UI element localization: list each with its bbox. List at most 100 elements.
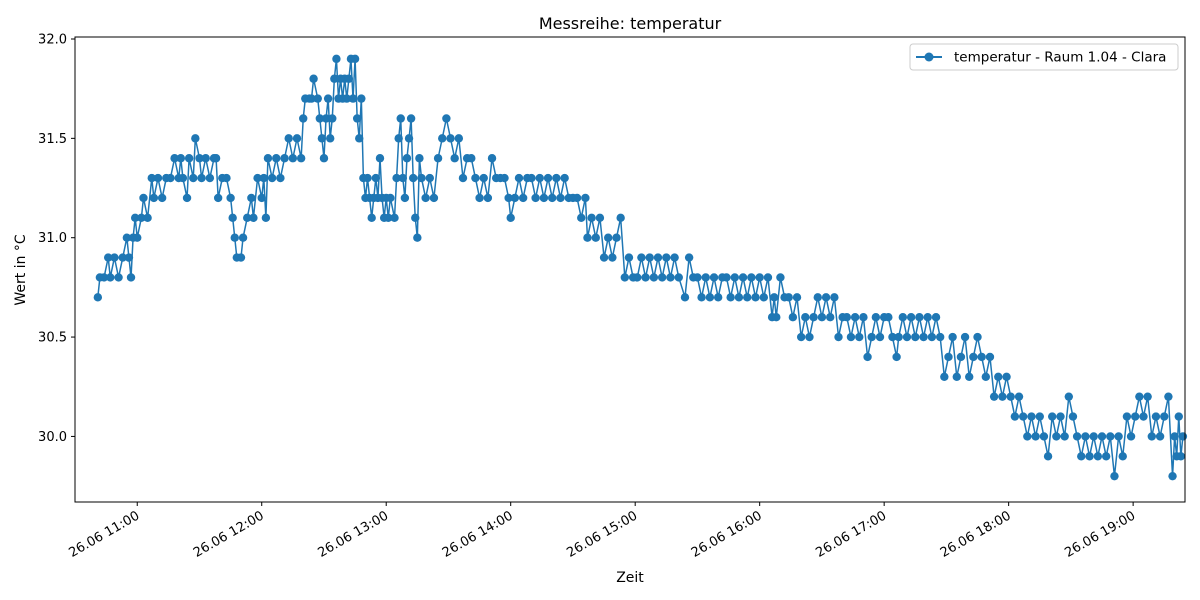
y-tick-label: 30.0 [38,430,67,445]
data-point [201,154,210,163]
data-point [230,233,239,242]
data-point [317,134,327,143]
data-point [834,332,843,342]
data-point [450,154,459,163]
data-point [662,253,671,262]
data-point [400,193,410,203]
data-point [948,332,957,342]
data-point [518,193,528,203]
data-point [384,213,393,223]
data-point [599,253,609,262]
data-point [674,273,683,282]
plot-frame [74,36,1186,503]
data-point [394,134,403,143]
data-point [257,193,266,203]
data-point [981,372,991,382]
data-point [1135,392,1144,401]
data-point [386,193,395,203]
data-point [238,233,248,242]
data-point [680,293,690,302]
data-point [1010,412,1020,421]
data-point [624,253,634,262]
data-point [620,273,630,282]
data-point [637,253,646,262]
data-point [801,312,810,322]
data-point [157,193,167,203]
data-point [931,312,941,322]
data-point [371,173,381,183]
data-point [438,134,447,143]
data-point [591,233,600,242]
data-point [1164,392,1173,401]
data-point [122,233,132,242]
data-point [197,173,206,183]
data-point [705,293,715,302]
data-point [319,154,329,163]
data-point [738,273,748,282]
data-point [915,312,924,322]
data-point [375,154,385,163]
data-point [821,293,831,302]
data-point [813,293,822,302]
data-point [189,173,198,183]
data-point [249,213,258,223]
data-point [796,332,806,342]
data-point [888,332,897,342]
data-point [1002,372,1011,382]
data-point [1126,432,1136,441]
data-point [1178,432,1188,441]
data-point [805,332,814,342]
plot-area [93,54,1188,481]
data-point [747,273,756,282]
data-point [645,253,654,262]
data-point [842,312,852,322]
data-point [263,154,273,163]
data-point [205,173,215,183]
data-point [1023,432,1032,441]
data-point [404,134,414,143]
data-point [641,273,650,282]
data-point [500,173,509,183]
data-point [616,213,625,223]
data-point [776,273,785,282]
data-point [608,253,617,262]
data-point [1106,432,1115,441]
data-point [195,154,204,163]
data-point [458,173,468,183]
data-point [118,253,127,262]
data-point [1006,392,1015,401]
data-point [906,312,916,322]
data-point [1043,452,1053,461]
data-point [583,233,592,242]
data-point [935,332,945,342]
data-point [307,94,316,103]
data-point [124,253,134,262]
data-point [446,134,455,143]
data-point [1077,452,1086,461]
data-point [1114,432,1123,441]
data-point [363,173,372,183]
data-point [1048,412,1057,421]
data-point [1139,412,1148,421]
data-point [884,312,893,322]
data-point [411,213,420,223]
data-point [259,173,268,183]
data-point [751,293,760,302]
y-tick-label: 32.0 [38,32,67,47]
data-point [402,154,412,163]
data-point [1174,412,1183,421]
data-point [1131,412,1140,421]
data-point [730,273,739,282]
data-point [960,332,970,342]
data-point [1170,432,1179,441]
y-axis-label: Wert in °C [13,234,29,306]
data-point [1151,412,1161,421]
data-point [330,74,339,83]
data-point [850,312,860,322]
data-point [713,293,723,302]
data-point [956,352,966,362]
data-point [969,352,978,362]
data-point [149,193,159,203]
data-point [408,173,418,183]
